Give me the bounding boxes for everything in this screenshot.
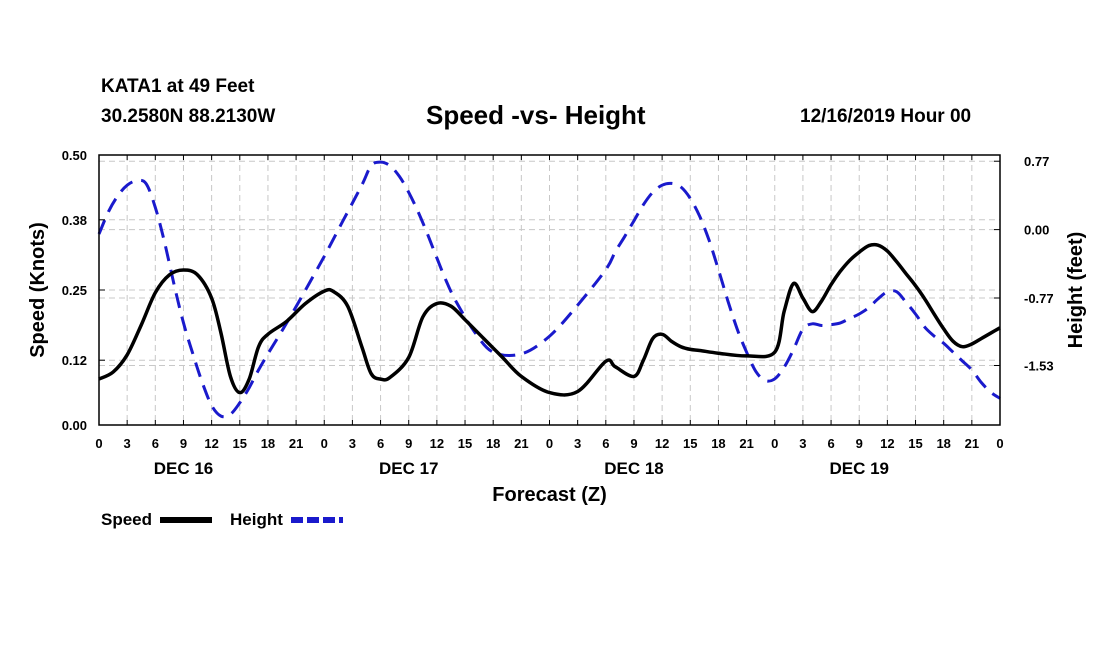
series-layer [97,160,1001,419]
x-tick-label: 18 [711,436,725,451]
day-label: DEC 18 [604,459,664,478]
station-label: KATA1 at 49 Feet [101,76,255,97]
x-tick-label: 9 [180,436,187,451]
x-tick-label: 0 [771,436,778,451]
x-tick-label: 15 [233,436,247,451]
y2-tick-label: -0.77 [1024,291,1054,306]
y2-tick-label: 0.77 [1024,154,1049,169]
x-axis-label: Forecast (Z) [492,484,606,506]
y-tick-label: 0.38 [62,213,87,228]
y-tick-label: 0.12 [62,353,87,368]
x-tick-label: 21 [739,436,753,451]
x-tick-label: 15 [908,436,922,451]
x-tick-label: 18 [261,436,275,451]
x-tick-label: 21 [514,436,528,451]
x-tick-label: 9 [405,436,412,451]
x-tick-label: 21 [965,436,979,451]
y2-tick-label: -1.53 [1024,358,1054,373]
y-tick-label: 0.50 [62,148,87,163]
x-tick-label: 0 [996,436,1003,451]
x-tick-label: 12 [880,436,894,451]
x-tick-label: 0 [546,436,553,451]
y-axis-label: Speed (Knots) [27,222,49,358]
x-tick-label: 3 [799,436,806,451]
x-tick-label: 3 [349,436,356,451]
x-tick-label: 12 [655,436,669,451]
x-tick-label: 15 [683,436,697,451]
day-label: DEC 19 [829,459,889,478]
legend: Speed Height [101,510,343,529]
x-tick-label: 0 [95,436,102,451]
day-label: DEC 16 [154,459,214,478]
chart-title: Speed -vs- Height [426,100,646,130]
x-tick-label: 9 [856,436,863,451]
x-tick-label: 3 [124,436,131,451]
tick-layer: 0 3 6 9 12 15 18 21 0 3 6 9 12 15 18 21 0 3 6 9 12 15 18 21 0 3 6 9… [62,148,1054,478]
x-tick-label: 21 [289,436,303,451]
x-tick-label: 6 [377,436,384,451]
x-tick-label: 6 [152,436,159,451]
x-tick-label: 0 [321,436,328,451]
forecast-timestamp: 12/16/2019 Hour 00 [800,106,972,127]
x-tick-label: 9 [630,436,637,451]
coordinates-label: 30.2580N 88.2130W [101,106,276,127]
y2-tick-label: 0.00 [1024,223,1049,238]
x-tick-label: 6 [602,436,609,451]
x-tick-label: 3 [574,436,581,451]
x-tick-label: 12 [430,436,444,451]
x-tick-label: 18 [486,436,500,451]
height-series-line [97,160,1001,419]
y2-axis-label: Height (feet) [1065,232,1087,349]
x-tick-label: 15 [458,436,472,451]
y-tick-label: 0.25 [62,283,87,298]
x-tick-label: 6 [827,436,834,451]
grid-layer [99,155,1000,425]
legend-speed-label: Speed [101,510,152,529]
x-tick-label: 18 [936,436,950,451]
speed-series-line [98,242,1001,397]
day-label: DEC 17 [379,459,439,478]
x-tick-label: 12 [204,436,218,451]
y-tick-label: 0.00 [62,418,87,433]
legend-height-label: Height [230,510,283,529]
